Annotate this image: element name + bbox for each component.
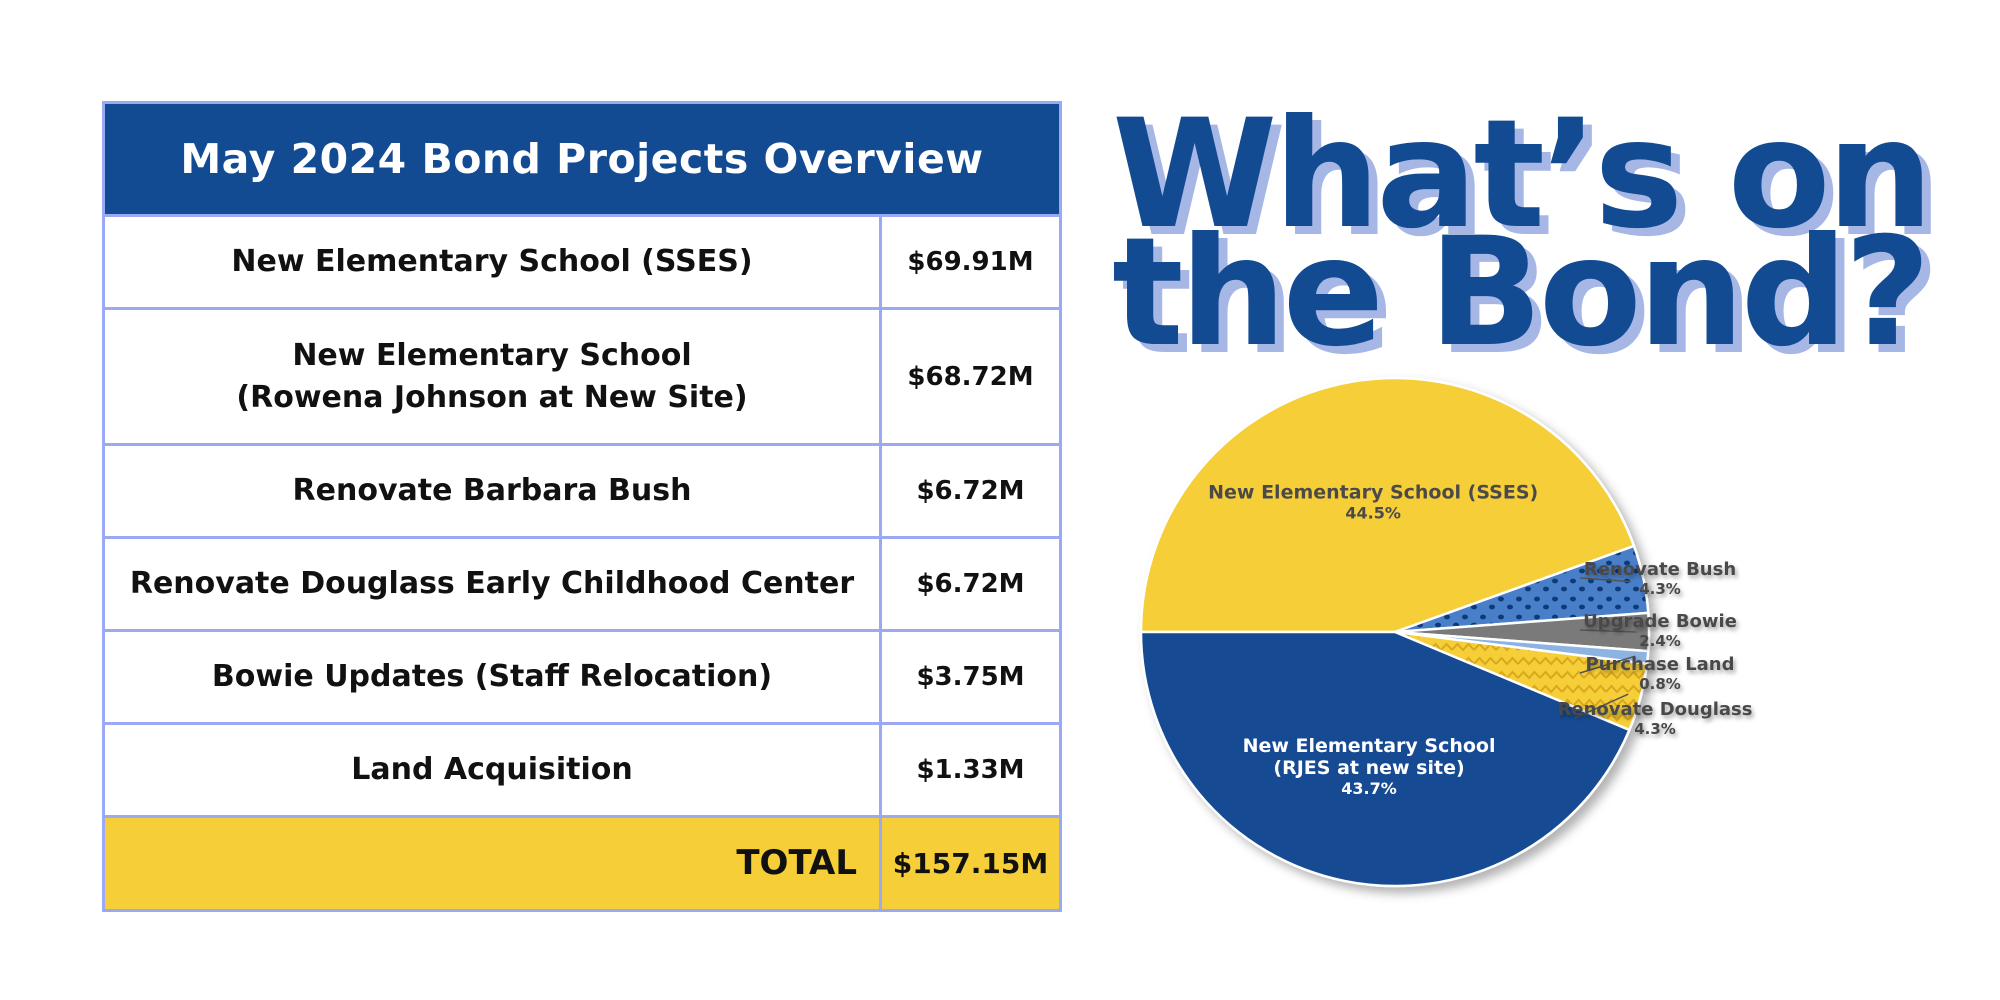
slice-label: New Elementary School (RJES at new site) 4…: [1243, 735, 1496, 798]
total-label: TOTAL: [105, 818, 882, 909]
project-name: New Elementary School (SSES): [105, 217, 882, 307]
headline: What’s on the Bond?: [1112, 88, 1992, 380]
headline-line-2: the Bond?: [1112, 206, 1931, 380]
project-name: Renovate Douglass Early Childhood Center: [105, 539, 882, 629]
table-total-row: TOTAL $157.15M: [105, 818, 1059, 909]
table-row: Land Acquisition $1.33M: [105, 725, 1059, 818]
slice-label: Purchase Land 0.8%: [1585, 654, 1734, 693]
slice-percent: 4.3%: [1634, 720, 1676, 738]
pie-slice: [1139, 630, 1631, 888]
table-row: New Elementary School (Rowena Johnson at…: [105, 310, 1059, 446]
slice-percent: 43.7%: [1341, 779, 1397, 798]
headline-line-1: What’s on: [1112, 88, 1934, 262]
project-name: Renovate Barbara Bush: [105, 446, 882, 536]
table-row: Renovate Douglass Early Childhood Center…: [105, 539, 1059, 632]
bond-projects-table: May 2024 Bond Projects Overview New Elem…: [102, 101, 1062, 912]
slice-label: New Elementary School (SSES) 44.5%: [1208, 482, 1538, 523]
slice-label: Upgrade Bowie 2.4%: [1583, 611, 1737, 650]
table-row: New Elementary School (SSES) $69.91M: [105, 217, 1059, 310]
total-amount: $157.15M: [892, 847, 1049, 880]
project-amount: $68.72M: [907, 361, 1034, 392]
slice-label-line: New Elementary School: [1243, 735, 1496, 757]
slice-percent: 2.4%: [1639, 632, 1681, 650]
slice-label: Renovate Bush 4.3%: [1584, 559, 1736, 598]
slice-percent: 0.8%: [1639, 675, 1681, 693]
pie-slices: [1139, 376, 1651, 888]
slice-label-line: Renovate Douglass: [1558, 699, 1753, 720]
slice-label-line: Upgrade Bowie: [1583, 611, 1737, 632]
slice-percent: 4.3%: [1639, 580, 1681, 598]
project-name: Land Acquisition: [105, 725, 882, 815]
pie-leader-lines: [1574, 577, 1637, 719]
project-name: Bowie Updates (Staff Relocation): [105, 632, 882, 722]
leader-line: [1579, 629, 1637, 633]
table-title: May 2024 Bond Projects Overview: [105, 104, 1059, 217]
table-row: Renovate Barbara Bush $6.72M: [105, 446, 1059, 539]
slice-percent: 44.5%: [1345, 504, 1401, 523]
project-amount: $69.91M: [907, 247, 1034, 277]
project-amount: $6.72M: [916, 569, 1025, 599]
slice-label-line: (RJES at new site): [1273, 757, 1464, 779]
project-name: New Elementary School (Rowena Johnson at…: [105, 310, 882, 443]
slice-label: Renovate Douglass 4.3%: [1558, 699, 1753, 738]
project-amount: $1.33M: [916, 755, 1025, 785]
project-amount: $3.75M: [916, 662, 1025, 692]
pie-slice: [1139, 376, 1636, 634]
project-amount: $6.72M: [916, 476, 1025, 506]
table-row: Bowie Updates (Staff Relocation) $3.75M: [105, 632, 1059, 725]
leader-line: [1579, 655, 1636, 674]
slice-label-line: New Elementary School (SSES): [1208, 482, 1538, 504]
leader-line: [1579, 577, 1632, 583]
slice-label-line: Purchase Land: [1585, 654, 1734, 675]
leader-line: [1574, 693, 1629, 719]
slice-label-line: Renovate Bush: [1584, 559, 1736, 580]
pie-labels: New Elementary School (SSES) 44.5% Renovat…: [1208, 482, 1752, 799]
pie-chart: New Elementary School (SSES) 44.5% Renovat…: [1139, 376, 1752, 888]
